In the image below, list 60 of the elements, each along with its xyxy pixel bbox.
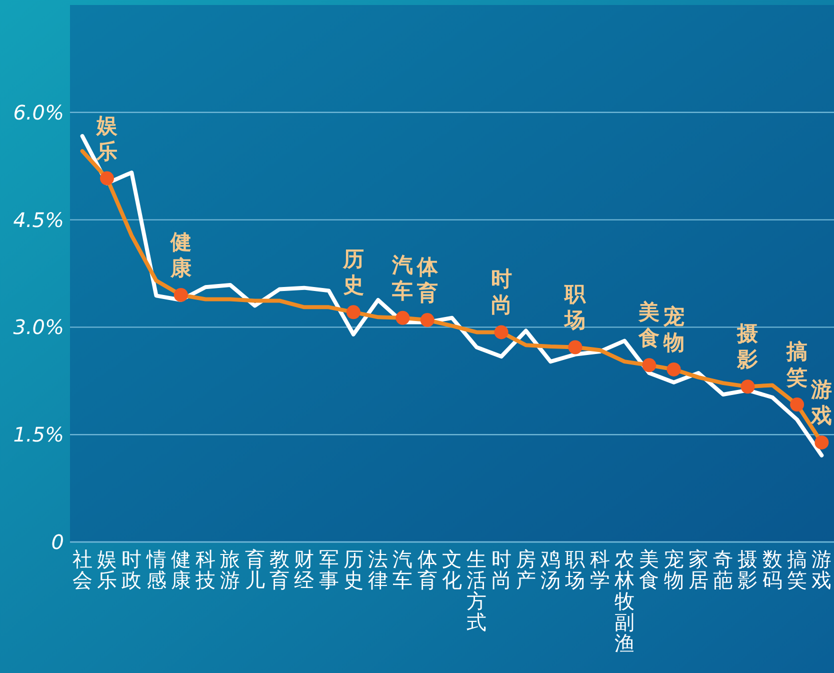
x-tick-label: 农林牧副渔 xyxy=(614,547,635,655)
x-tick-label: 军事 xyxy=(318,547,339,592)
x-tick-label: 职场 xyxy=(564,547,586,592)
x-tick-label: 旅游 xyxy=(220,547,240,592)
x-tick-label: 科学 xyxy=(590,547,610,592)
y-tick-label: 1.5% xyxy=(13,422,64,447)
x-tick-label: 健康 xyxy=(170,547,191,592)
x-tick-label: 家居 xyxy=(688,547,708,592)
point xyxy=(568,340,582,354)
annotation: 体育 xyxy=(416,255,439,306)
x-tick-label: 汽车 xyxy=(392,547,413,592)
point xyxy=(642,358,656,372)
annotation: 搞笑 xyxy=(786,340,808,390)
x-tick-label: 游戏 xyxy=(812,547,832,592)
annotation: 宠物 xyxy=(662,304,684,354)
point xyxy=(174,288,188,302)
x-tick-label: 时政 xyxy=(122,547,142,592)
x-tick-label: 宠物 xyxy=(664,547,684,592)
y-tick-label: 3.0% xyxy=(13,315,64,340)
point xyxy=(346,305,360,320)
x-tick-label: 体育 xyxy=(417,547,438,592)
annotation: 时尚 xyxy=(490,267,512,318)
point xyxy=(420,313,434,328)
point xyxy=(666,362,681,376)
y-tick-label: 4.5% xyxy=(13,208,64,232)
x-tick-label: 社会 xyxy=(72,547,92,592)
y-tick-label: 6.0% xyxy=(13,100,64,124)
annotation: 健康 xyxy=(169,230,192,280)
x-tick-label: 美食 xyxy=(639,547,660,592)
x-tick-label: 数码 xyxy=(762,547,782,592)
x-tick-label: 鸡汤 xyxy=(540,547,561,592)
x-tick-label: 娱乐 xyxy=(96,547,117,592)
x-tick-label: 法律 xyxy=(368,547,388,592)
annotation: 历史 xyxy=(342,247,364,298)
point xyxy=(740,380,755,394)
x-tick-label: 财经 xyxy=(294,547,314,592)
x-tick-label: 情感 xyxy=(145,547,166,592)
x-tick-label: 搞笑 xyxy=(787,547,808,592)
y-tick-label: 0 xyxy=(51,530,64,554)
annotation: 美食 xyxy=(638,300,660,350)
x-tick-label: 历史 xyxy=(343,547,364,592)
x-tick-label: 科技 xyxy=(194,547,216,592)
x-tick-label: 时尚 xyxy=(491,547,512,592)
point xyxy=(396,310,410,325)
annotation: 游戏 xyxy=(810,377,832,428)
annotation: 娱乐 xyxy=(95,113,118,164)
point xyxy=(494,325,508,340)
x-tick-label: 奇葩 xyxy=(713,547,734,592)
x-tick-label: 生活方式 xyxy=(466,547,487,634)
x-tick-label: 教育 xyxy=(269,547,290,592)
annotation: 摄影 xyxy=(736,322,758,372)
x-tick-label: 文化 xyxy=(442,547,462,592)
annotation: 汽车 xyxy=(391,252,414,303)
point xyxy=(100,171,114,186)
point xyxy=(814,435,829,450)
point xyxy=(790,398,804,412)
x-tick-label: 摄影 xyxy=(738,547,758,592)
x-tick-label: 育儿 xyxy=(244,547,265,592)
x-tick-label: 房产 xyxy=(516,547,536,592)
annotation: 职场 xyxy=(564,282,587,332)
